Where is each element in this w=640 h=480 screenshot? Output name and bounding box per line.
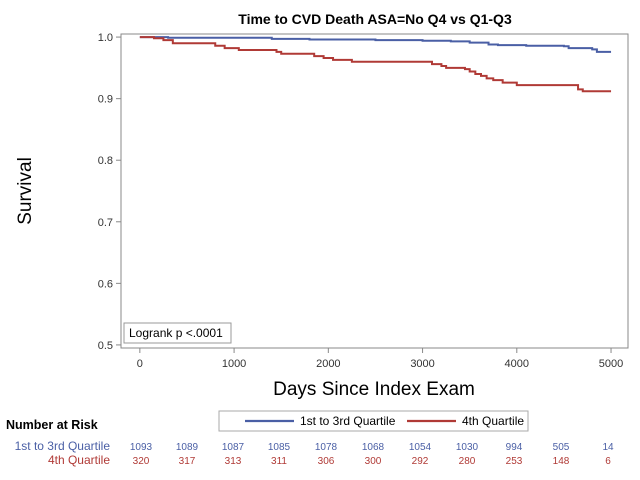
x-tick-label: 3000 xyxy=(410,358,434,370)
y-tick-label: 0.9 xyxy=(98,94,113,106)
risk-table-title: Number at Risk xyxy=(6,418,98,432)
x-tick-label: 0 xyxy=(137,358,143,370)
risk-count: 320 xyxy=(133,456,150,467)
y-tick-label: 1.0 xyxy=(98,32,113,44)
legend-label-q1q3: 1st to 3rd Quartile xyxy=(300,414,396,428)
risk-count: 306 xyxy=(318,456,335,467)
series-lines xyxy=(139,36,612,93)
chart-title: Time to CVD Death ASA=No Q4 vs Q1-Q3 xyxy=(238,11,512,27)
risk-count: 300 xyxy=(365,456,382,467)
risk-count: 505 xyxy=(553,442,570,453)
plot-frame xyxy=(120,33,629,349)
risk-count: 253 xyxy=(506,456,523,467)
series-line-q4 xyxy=(139,36,612,93)
risk-row-label: 4th Quartile xyxy=(48,453,110,467)
y-tick-label: 0.6 xyxy=(98,278,113,290)
risk-count: 292 xyxy=(412,456,429,467)
y-axis-title: Survival xyxy=(15,157,36,225)
legend-frame xyxy=(218,410,529,432)
logrank-annotation: Logrank p <.0001 xyxy=(129,326,223,340)
x-axis: 0 1000 2000 3000 4000 5000 xyxy=(137,348,623,370)
x-axis-title: Days Since Index Exam xyxy=(273,379,475,400)
logrank-box: Logrank p <.0001 xyxy=(123,322,232,344)
series-line-q1-q3 xyxy=(139,36,612,53)
x-tick-label: 2000 xyxy=(316,358,340,370)
y-tick-label: 0.8 xyxy=(98,155,113,167)
risk-count: 1093 xyxy=(130,442,153,453)
risk-count: 148 xyxy=(553,456,570,467)
y-tick-label: 0.7 xyxy=(98,217,113,229)
y-axis: 0.5 0.6 0.7 0.8 0.9 1.0 xyxy=(98,32,121,352)
y-tick-label: 0.5 xyxy=(98,340,113,352)
risk-count: 311 xyxy=(271,456,287,467)
risk-count: 994 xyxy=(506,442,523,453)
risk-count: 313 xyxy=(225,456,242,467)
risk-count: 317 xyxy=(179,456,196,467)
risk-count: 1087 xyxy=(222,442,245,453)
x-tick-label: 4000 xyxy=(505,358,529,370)
x-tick-label: 5000 xyxy=(599,358,623,370)
risk-count: 6 xyxy=(605,456,611,467)
risk-count: 1030 xyxy=(456,442,479,453)
risk-table: 1st to 3rd Quartile 1093 1089 1087 1085 1078 1… xyxy=(15,439,614,467)
risk-count: 1068 xyxy=(362,442,385,453)
risk-row-label: 1st to 3rd Quartile xyxy=(15,439,111,453)
risk-count: 14 xyxy=(602,442,614,453)
risk-count: 1089 xyxy=(176,442,199,453)
risk-count: 1054 xyxy=(409,442,432,453)
risk-count: 1085 xyxy=(268,442,291,453)
risk-count: 280 xyxy=(459,456,476,467)
x-tick-label: 1000 xyxy=(222,358,246,370)
legend: 1st to 3rd Quartile 4th Quartile xyxy=(218,410,529,432)
legend-label-q4: 4th Quartile xyxy=(462,414,524,428)
risk-count: 1078 xyxy=(315,442,338,453)
logrank-box-frame xyxy=(123,322,232,344)
